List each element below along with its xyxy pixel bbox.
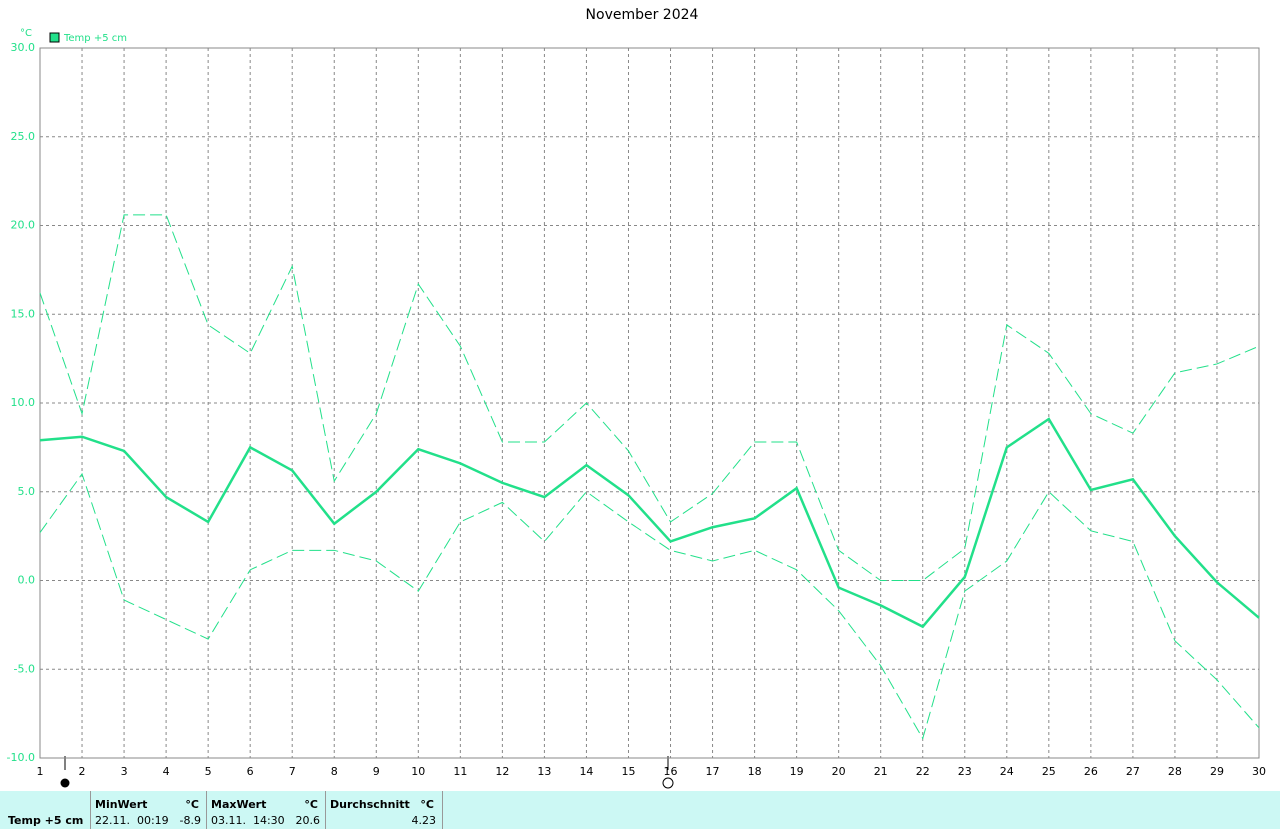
x-tick-label: 16 xyxy=(664,765,678,778)
stats-unit: °C xyxy=(304,798,318,811)
x-tick-label: 10 xyxy=(411,765,425,778)
y-tick-label: 30.0 xyxy=(11,41,36,54)
data-line xyxy=(39,417,1260,629)
stats-label: Temp +5 cm xyxy=(8,814,84,827)
stats-unit: °C xyxy=(185,798,199,811)
stats-value: 4.23 xyxy=(411,814,437,827)
full-moon-icon xyxy=(662,777,674,789)
y-tick-label: 15.0 xyxy=(11,307,36,320)
stats-unit: °C xyxy=(420,798,434,811)
x-tick-label: 22 xyxy=(916,765,930,778)
chart-title: November 2024 xyxy=(586,7,699,23)
x-tick-label: 20 xyxy=(832,765,846,778)
range-line xyxy=(39,214,1260,581)
x-tick-label: 7 xyxy=(289,765,296,778)
range-line xyxy=(39,472,1260,740)
x-tick-label: 24 xyxy=(1000,765,1014,778)
x-tick-label: 15 xyxy=(621,765,635,778)
x-tick-label: 5 xyxy=(205,765,212,778)
stats-group: Durchschnitt °C 4.23 xyxy=(325,791,443,829)
y-tick-label: 20.0 xyxy=(11,219,36,232)
new-moon-icon xyxy=(60,778,70,788)
stats-bar: Temp +5 cm MinWert °C 22.11. 00:19 -8.9 MaxW… xyxy=(0,791,1280,829)
y-tick-label: 5.0 xyxy=(18,485,36,498)
stats-group: MaxWert °C 03.11. 14:30 20.6 xyxy=(206,791,326,829)
y-tick-label: 10.0 xyxy=(11,396,36,409)
stats-time: 03.11. 14:30 xyxy=(211,814,285,827)
y-tick-label: 25.0 xyxy=(11,130,36,143)
stats-time: 22.11. 00:19 xyxy=(95,814,169,827)
y-tick-label: -5.0 xyxy=(14,662,35,675)
stats-title: Durchschnitt xyxy=(330,798,410,811)
x-tick-label: 8 xyxy=(331,765,338,778)
legend-label: Temp +5 cm xyxy=(63,33,127,44)
x-tick-label: 18 xyxy=(748,765,762,778)
y-tick-label: 0.0 xyxy=(18,574,36,587)
x-tick-label: 1 xyxy=(37,765,44,778)
x-tick-label: 25 xyxy=(1042,765,1056,778)
x-tick-label: 14 xyxy=(579,765,593,778)
legend-swatch xyxy=(49,32,60,43)
x-tick-label: 4 xyxy=(163,765,170,778)
x-tick-label: 13 xyxy=(537,765,551,778)
stats-title: MaxWert xyxy=(211,798,267,811)
y-tick-label: -10.0 xyxy=(7,751,35,764)
x-tick-label: 26 xyxy=(1084,765,1098,778)
x-tick-label: 17 xyxy=(706,765,720,778)
x-tick-label: 12 xyxy=(495,765,509,778)
x-tick-label: 9 xyxy=(373,765,380,778)
stats-group: MinWert °C 22.11. 00:19 -8.9 xyxy=(90,791,207,829)
x-tick-label: 6 xyxy=(247,765,254,778)
y-axis-label: °C xyxy=(20,28,32,39)
x-tick-label: 23 xyxy=(958,765,972,778)
plot-frame xyxy=(39,47,1260,759)
stats-title: MinWert xyxy=(95,798,148,811)
x-tick-label: 27 xyxy=(1126,765,1140,778)
x-tick-label: 28 xyxy=(1168,765,1182,778)
stats-value: 20.6 xyxy=(295,814,321,827)
x-tick-label: 19 xyxy=(790,765,804,778)
x-tick-label: 30 xyxy=(1252,765,1266,778)
x-tick-label: 2 xyxy=(79,765,86,778)
x-tick-label: 29 xyxy=(1210,765,1224,778)
chart: November 2024 °C -10.0 -5.0 0.0 5.0 10.0 15.0… xyxy=(7,7,1266,789)
x-tick-label: 3 xyxy=(121,765,128,778)
x-tick-label: 21 xyxy=(874,765,888,778)
x-tick-label: 11 xyxy=(453,765,467,778)
stats-value: -8.9 xyxy=(179,814,201,827)
